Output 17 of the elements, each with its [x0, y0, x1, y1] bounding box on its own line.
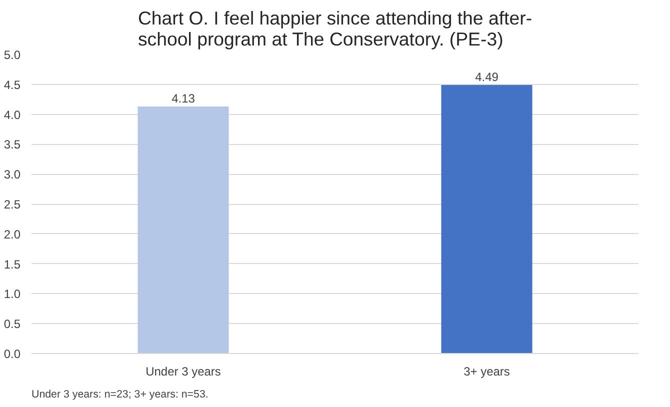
x-tick-label: Under 3 years [146, 364, 221, 378]
y-tick-label: 4.0 [4, 108, 21, 122]
y-tick-label: 2.0 [4, 227, 21, 242]
chart-title: Chart O. I feel happier since attending the after-school program at The Conservatory. (PE-3) [138, 8, 532, 50]
text: Under 3 years: n=23; 3+ years: n=53. [32, 388, 208, 400]
y-tick-label: 1.5 [4, 257, 21, 272]
y-tick-label: 5.0 [4, 48, 21, 62]
x-tick-label: 3+ years [464, 364, 510, 378]
y-tick-label: 0.5 [4, 317, 21, 332]
y-tick-label: 3.0 [4, 168, 21, 182]
y-tick-label: 2.5 [4, 198, 21, 212]
y-tick-label: 4.5 [4, 78, 21, 92]
y-tick-label: 1.0 [4, 287, 21, 302]
data-label: 4.49 [475, 70, 499, 84]
y-tick-label: 3.5 [4, 138, 21, 152]
data-label: 4.13 [172, 92, 196, 106]
y-tick-label: 0.0 [4, 347, 21, 361]
